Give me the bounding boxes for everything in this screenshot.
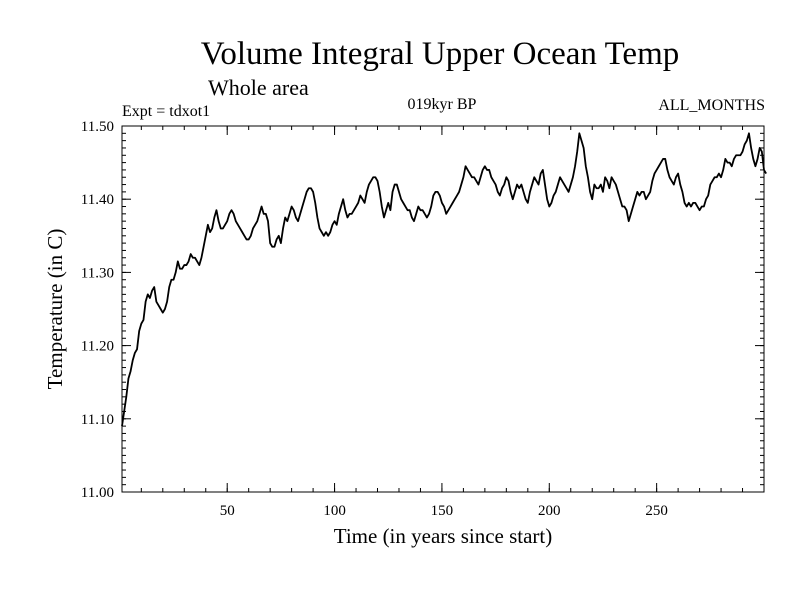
x-tick-label: 150 <box>431 503 454 519</box>
x-tick-label: 100 <box>323 503 346 519</box>
x-tick-label: 250 <box>645 503 668 519</box>
x-tick-label: 200 <box>538 503 561 519</box>
months-label: ALL_MONTHS <box>658 97 765 114</box>
period-label: 019kyr BP <box>408 96 477 113</box>
series-line-temperature <box>121 132 767 427</box>
x-tick-label: 50 <box>220 503 235 519</box>
y-tick-label: 11.10 <box>81 412 114 428</box>
plot-frame <box>121 125 765 493</box>
minor-ticks <box>122 126 764 492</box>
y-axis-label: Temperature (in C) <box>43 229 67 390</box>
x-tick-labels: 50 100 150 200 250 <box>220 503 668 519</box>
experiment-label: Expt = tdxot1 <box>122 103 210 120</box>
y-tick-label: 11.00 <box>81 485 114 501</box>
y-tick-labels: 11.00 11.10 11.20 11.30 11.40 11.50 <box>81 119 114 501</box>
y-tick-label: 11.50 <box>81 119 114 135</box>
y-tick-label: 11.20 <box>81 339 114 355</box>
chart-subtitle: Whole area <box>208 75 309 100</box>
x-axis-label: Time (in years since start) <box>334 524 553 548</box>
y-tick-label: 11.30 <box>81 265 114 281</box>
major-ticks <box>122 125 764 493</box>
chart-title: Volume Integral Upper Ocean Temp <box>201 36 679 72</box>
y-tick-label: 11.40 <box>81 192 114 208</box>
